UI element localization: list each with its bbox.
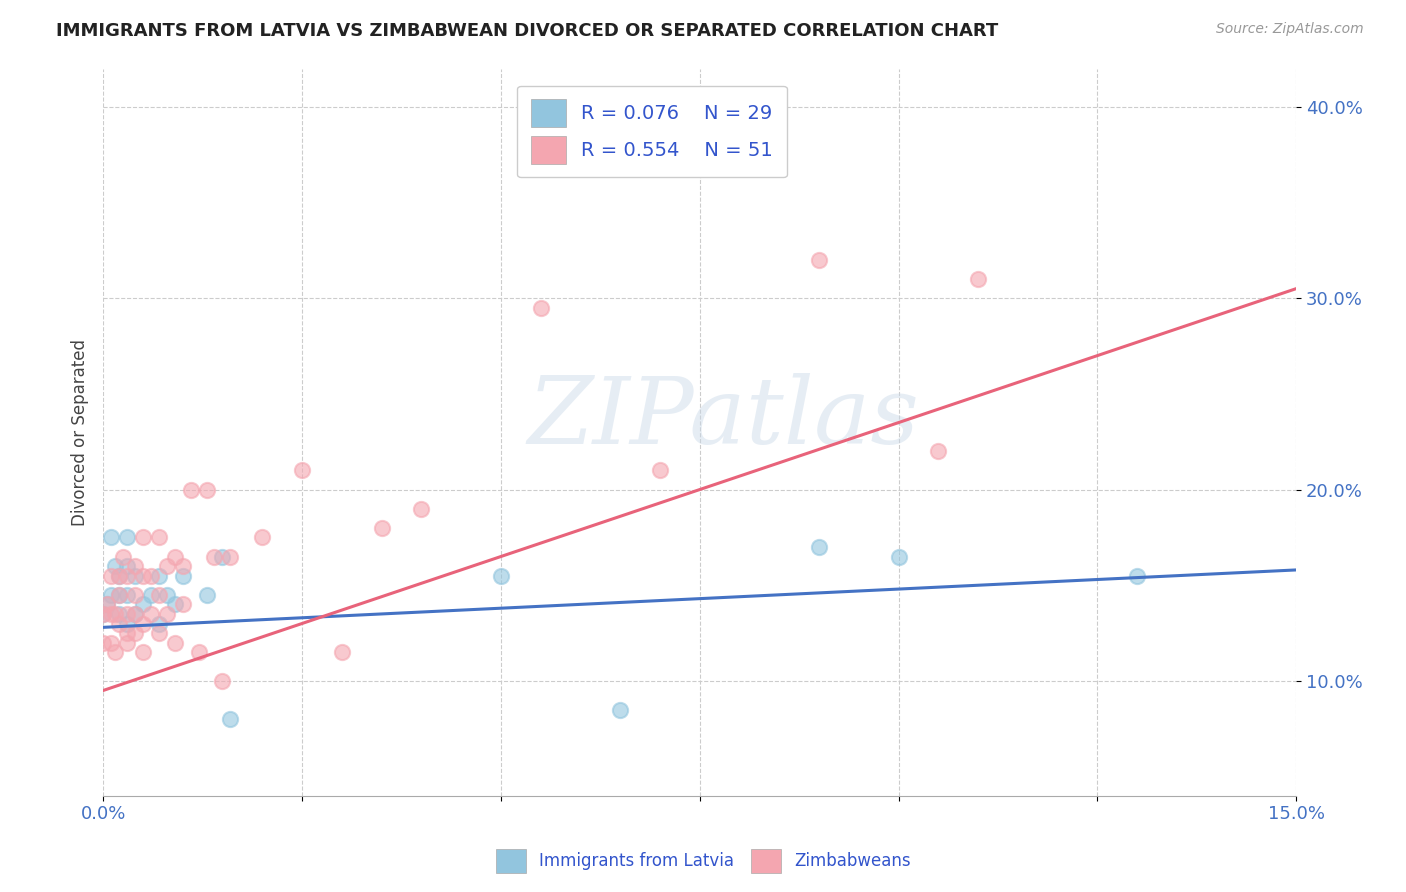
Point <box>108 568 131 582</box>
Point <box>609 703 631 717</box>
Point <box>148 626 170 640</box>
Point <box>108 588 131 602</box>
Point <box>370 521 392 535</box>
Point <box>115 530 138 544</box>
Point <box>148 616 170 631</box>
Point <box>91 607 114 621</box>
Point <box>132 598 155 612</box>
Point <box>115 626 138 640</box>
Legend: Immigrants from Latvia, Zimbabweans: Immigrants from Latvia, Zimbabweans <box>489 842 917 880</box>
Point <box>100 568 122 582</box>
Point <box>100 588 122 602</box>
Point <box>887 549 910 564</box>
Point <box>219 712 242 726</box>
Point <box>148 588 170 602</box>
Point <box>124 559 146 574</box>
Point <box>530 301 553 315</box>
Point <box>148 568 170 582</box>
Point <box>163 549 186 564</box>
Point <box>139 588 162 602</box>
Point <box>172 598 194 612</box>
Point <box>91 635 114 649</box>
Point <box>115 588 138 602</box>
Text: IMMIGRANTS FROM LATVIA VS ZIMBABWEAN DIVORCED OR SEPARATED CORRELATION CHART: IMMIGRANTS FROM LATVIA VS ZIMBABWEAN DIV… <box>56 22 998 40</box>
Point <box>104 559 127 574</box>
Point <box>108 616 131 631</box>
Point <box>108 588 131 602</box>
Point <box>489 568 512 582</box>
Point <box>115 568 138 582</box>
Point <box>172 559 194 574</box>
Point <box>927 444 949 458</box>
Point <box>291 463 314 477</box>
Point <box>139 568 162 582</box>
Point <box>100 530 122 544</box>
Point <box>111 549 134 564</box>
Point <box>115 607 138 621</box>
Point <box>330 645 353 659</box>
Point <box>219 549 242 564</box>
Point <box>172 568 194 582</box>
Text: Source: ZipAtlas.com: Source: ZipAtlas.com <box>1216 22 1364 37</box>
Point <box>115 559 138 574</box>
Point <box>156 607 179 621</box>
Y-axis label: Divorced or Separated: Divorced or Separated <box>72 339 89 525</box>
Point <box>195 588 218 602</box>
Point <box>124 607 146 621</box>
Point <box>124 568 146 582</box>
Point <box>180 483 202 497</box>
Point <box>100 635 122 649</box>
Point <box>808 252 831 267</box>
Point <box>124 607 146 621</box>
Point <box>132 645 155 659</box>
Point <box>115 635 138 649</box>
Point <box>124 626 146 640</box>
Point <box>108 607 131 621</box>
Point <box>124 588 146 602</box>
Text: ZIPatlas: ZIPatlas <box>527 373 920 463</box>
Legend: R = 0.076    N = 29, R = 0.554    N = 51: R = 0.076 N = 29, R = 0.554 N = 51 <box>517 86 787 178</box>
Point <box>115 616 138 631</box>
Point <box>132 568 155 582</box>
Point <box>195 483 218 497</box>
Point <box>187 645 209 659</box>
Point <box>163 598 186 612</box>
Point <box>100 607 122 621</box>
Point <box>1126 568 1149 582</box>
Point <box>648 463 671 477</box>
Point <box>132 530 155 544</box>
Point <box>211 549 233 564</box>
Point <box>156 559 179 574</box>
Point <box>108 568 131 582</box>
Point <box>132 616 155 631</box>
Point <box>96 598 118 612</box>
Point <box>139 607 162 621</box>
Point <box>148 530 170 544</box>
Point <box>104 607 127 621</box>
Point <box>411 501 433 516</box>
Point <box>96 598 118 612</box>
Point <box>211 673 233 688</box>
Point <box>808 540 831 554</box>
Point <box>967 272 990 286</box>
Point <box>204 549 226 564</box>
Point <box>91 607 114 621</box>
Point <box>156 588 179 602</box>
Point <box>250 530 273 544</box>
Point <box>104 645 127 659</box>
Point <box>163 635 186 649</box>
